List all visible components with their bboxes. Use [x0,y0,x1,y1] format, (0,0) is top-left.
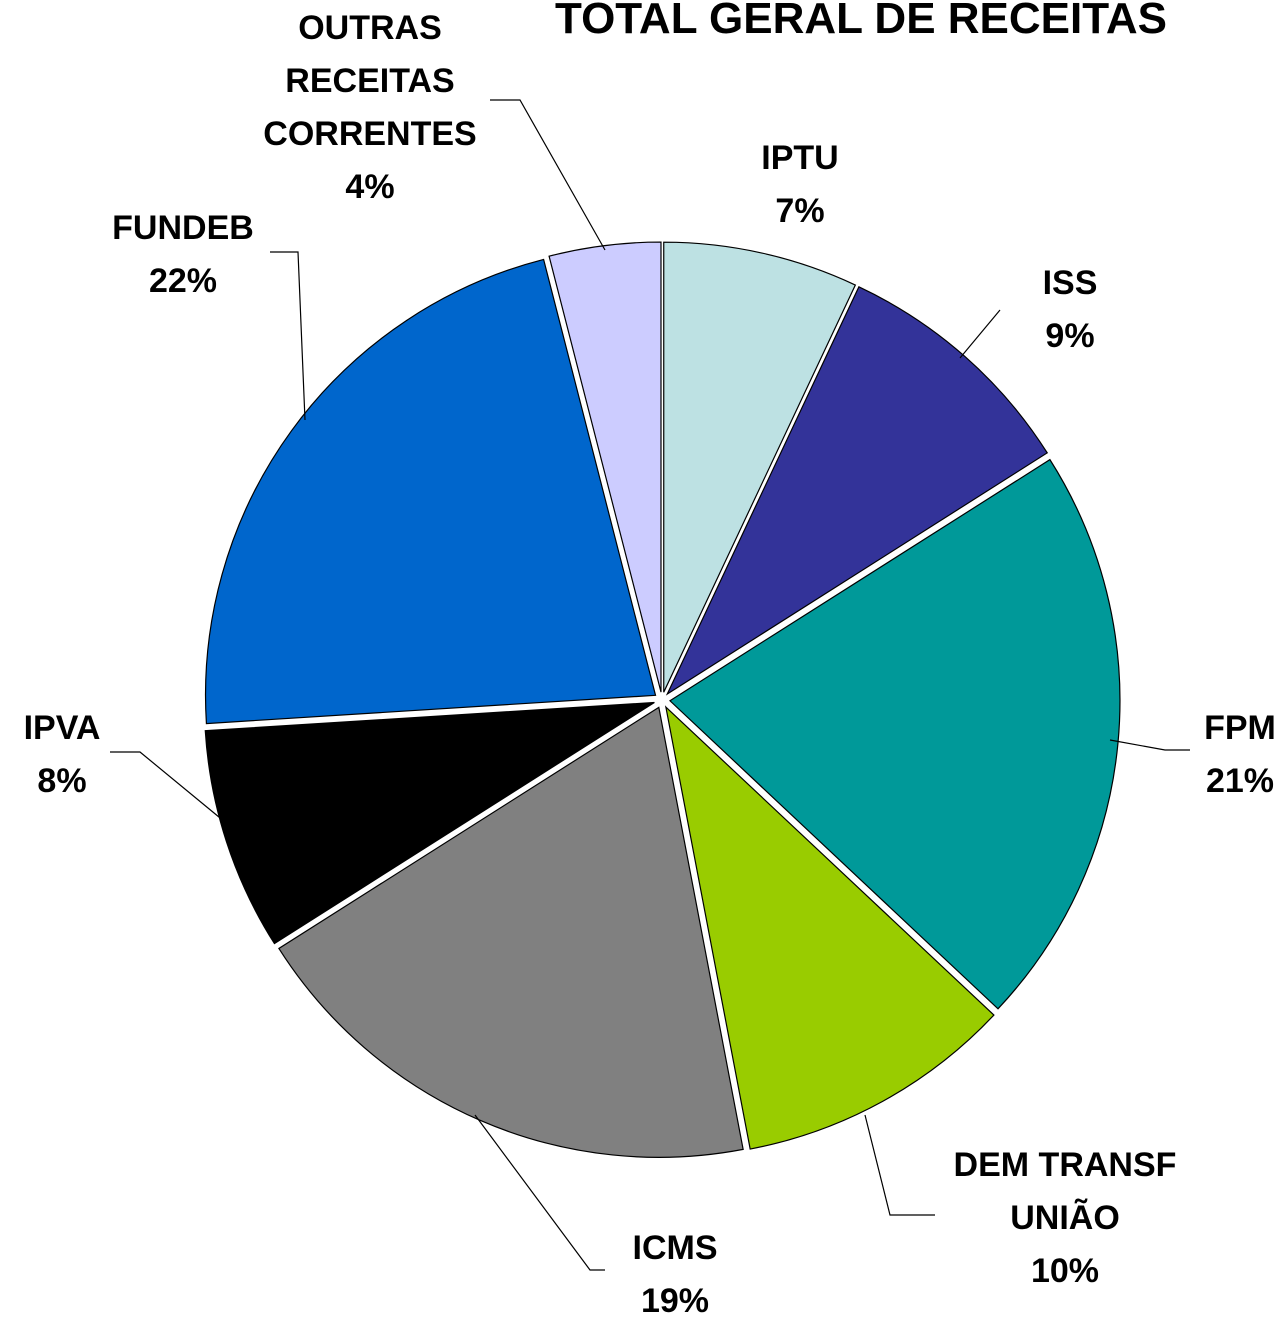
pie-slice [664,705,995,1150]
value-label: 9% [1045,317,1095,355]
slice-label: FPM 21% [1180,702,1284,808]
category-label: OUTRAS RECEITAS CORRENTES [263,9,477,153]
pie-slice [204,701,655,945]
leader-line [110,751,226,823]
pie-slice [548,241,662,693]
slice-label: ISS 9% [970,257,1170,363]
pie-slice [278,706,744,1158]
category-label: ICMS [632,1229,718,1267]
pie-slice [665,286,1049,696]
leader-line [270,251,306,421]
category-label: ISS [1042,264,1098,302]
slice-label: FUNDEB 22% [63,202,303,308]
category-label: DEM TRANSF UNIÃO [953,1146,1177,1237]
slice-label: IPVA 8% [2,702,122,808]
value-label: 8% [37,762,87,800]
slice-label: OUTRAS RECEITAS CORRENTES 4% [240,2,500,214]
leader-line [1109,739,1190,751]
category-label: FUNDEB [112,209,254,247]
value-label: 21% [1205,762,1275,800]
value-label: 22% [148,262,218,300]
category-label: FPM [1204,709,1276,747]
slice-label: ICMS 19% [575,1222,775,1328]
chart-title: TOTAL GERAL DE RECEITAS [555,0,1167,43]
slice-label: IPTU 7% [700,132,900,238]
value-label: 19% [640,1282,710,1320]
value-label: 10% [1030,1252,1100,1290]
category-label: IPTU [761,139,839,177]
leader-line [474,1114,605,1271]
leader-line [490,99,606,251]
category-label: IPVA [23,709,101,747]
leader-line [864,1114,935,1216]
value-label: 7% [775,192,825,230]
slice-label: DEM TRANSF UNIÃO 10% [920,1139,1210,1298]
value-label: 4% [345,168,395,206]
pie-slice [663,241,857,693]
pie-slice [668,458,1121,1010]
leader-line [959,309,1001,359]
pie-slice [204,258,657,725]
